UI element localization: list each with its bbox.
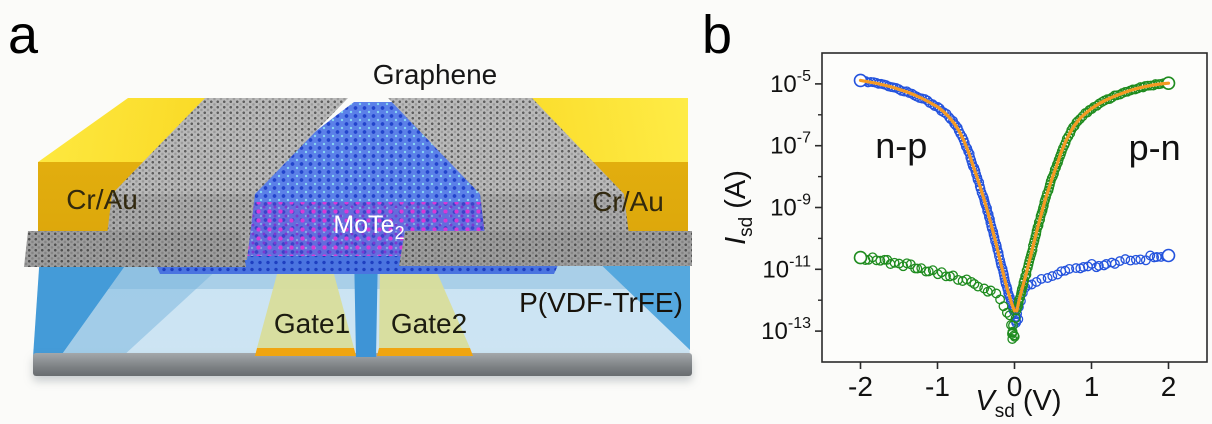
graphene-label: Graphene xyxy=(372,59,498,90)
base-substrate-bar xyxy=(33,353,692,376)
y-axis-label: Isd (A) xyxy=(720,170,757,245)
y-tick-label: 10-11 xyxy=(762,253,811,283)
graphene-fringe-left xyxy=(24,231,246,267)
x-tick-label: 0 xyxy=(1007,371,1023,402)
electrode-left-label: Cr/Au xyxy=(66,184,138,215)
panel-a-device-schematic: a Graphene Cr/Au Cr/Au MoTe2 P(VDF-TrFE) xyxy=(8,5,692,376)
panel-b-iv-plot: b 10-5 10-7 10-9 10-11 10-13 -2 -1 0 1 2 Vsd (V) Is… xyxy=(695,0,1212,424)
iv-curve-chart: 10-5 10-7 10-9 10-11 10-13 -2 -1 0 1 2 Vsd (V) Isd … xyxy=(720,52,1208,422)
x-tick-label: 2 xyxy=(1161,371,1177,402)
gate2-metal-edge xyxy=(377,348,473,356)
graphene-fringe-right xyxy=(399,231,692,266)
series-n-p-off-branch xyxy=(1012,248,1176,310)
x-tick-label: 1 xyxy=(1084,371,1100,402)
y-tick-label: 10-5 xyxy=(770,68,811,98)
x-tick-label: -1 xyxy=(925,371,950,402)
sweep-end-marker xyxy=(1161,248,1176,263)
gate1-label: Gate1 xyxy=(273,308,351,339)
gate2-label: Gate2 xyxy=(390,308,468,339)
annotation-p-n: p-n xyxy=(1129,127,1181,168)
gate1-metal-edge xyxy=(255,348,356,356)
annotation-n-p: n-p xyxy=(875,125,927,166)
mote2-label: MoTe2 xyxy=(333,211,405,243)
diode-fit-line xyxy=(858,78,1017,313)
y-tick-label: 10-7 xyxy=(770,130,811,160)
x-tick-label: -2 xyxy=(848,371,873,402)
panel-b-label: b xyxy=(702,5,733,65)
panel-a-label: a xyxy=(8,5,39,65)
sweep-end-marker xyxy=(853,250,868,265)
diode-fit-line xyxy=(1015,81,1171,313)
substrate-label: P(VDF-TrFE) xyxy=(519,287,683,318)
y-tick-label: 10-9 xyxy=(770,192,811,222)
series-p-n-minimum-cluster xyxy=(1006,313,1021,344)
series-p-n-off-branch xyxy=(853,250,1015,321)
electrode-right-label: Cr/Au xyxy=(592,186,664,217)
y-tick-label: 10-13 xyxy=(761,315,811,345)
x-axis-label: Vsd (V) xyxy=(975,385,1061,422)
